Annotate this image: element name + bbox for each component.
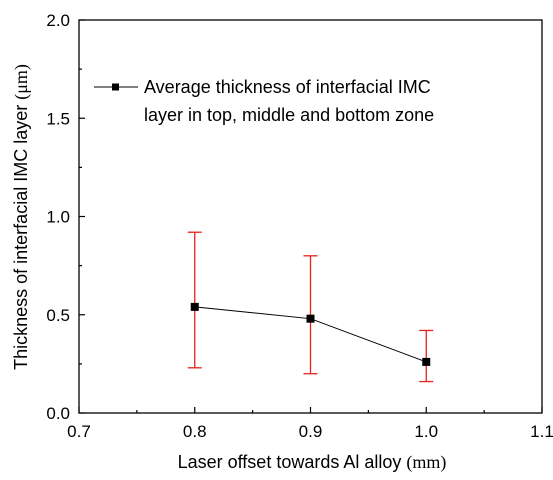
y-axis-label-text: Thickness of interfacial IMC layer	[11, 105, 31, 370]
y-tick-label-4: 2.0	[46, 11, 70, 30]
y-tick-label-3: 1.5	[46, 109, 70, 128]
series-markers	[190, 302, 431, 366]
y-axis-label: Thickness of interfacial IMC layer (μm)	[11, 64, 32, 370]
data-point-2	[422, 357, 431, 366]
x-tick-label-2: 0.9	[299, 422, 323, 441]
y-tick-label-1: 0.5	[46, 306, 70, 325]
y-tick-label-0: 0.0	[46, 404, 70, 423]
legend: Average thickness of interfacial IMC lay…	[94, 77, 434, 125]
x-tick-label-0: 0.7	[67, 422, 91, 441]
x-tick-label-4: 1.1	[530, 422, 553, 441]
x-tick-label-1: 0.8	[183, 422, 207, 441]
x-tick-label-3: 1.0	[414, 422, 438, 441]
legend-label-line1: Average thickness of interfacial IMC	[144, 77, 431, 97]
x-axis-label: Laser offset towards Al alloy (mm)	[178, 452, 447, 473]
y-tick-label-2: 1.0	[46, 208, 70, 227]
x-axis-unit: (mm)	[406, 452, 446, 473]
data-point-1	[306, 314, 315, 323]
x-axis-label-text: Laser offset towards Al alloy	[178, 452, 402, 472]
axis-ticks: 0.7 0.8 0.9 1.0 1.1 0.0 0.5 1.0 1.5 2.0	[46, 11, 553, 441]
legend-label-line2: layer in top, middle and bottom zone	[144, 105, 434, 125]
error-bars	[187, 231, 434, 383]
data-point-0	[190, 302, 199, 311]
legend-marker	[112, 83, 119, 91]
y-axis-unit: (μm)	[11, 64, 32, 100]
